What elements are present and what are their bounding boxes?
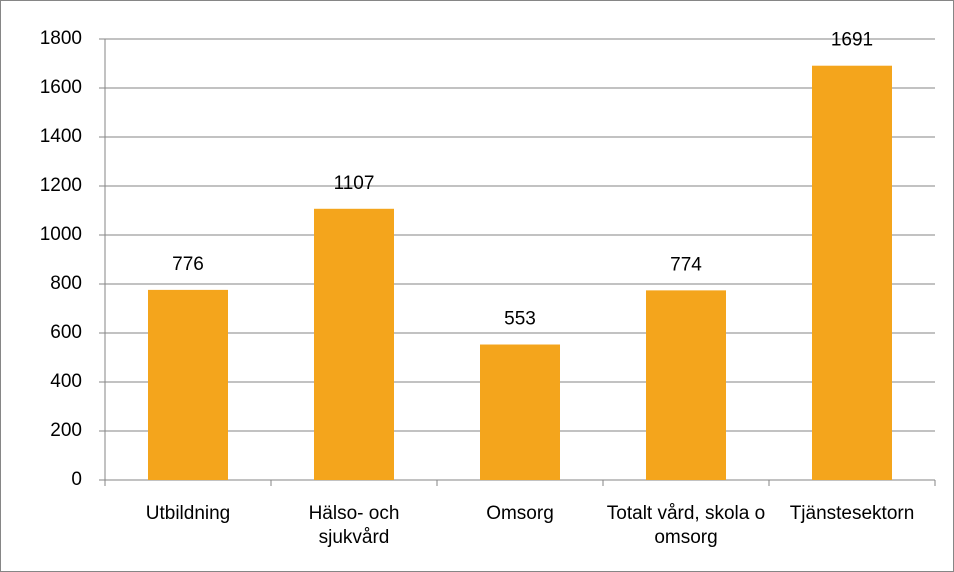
y-tick-label: 1600 <box>40 77 82 98</box>
value-label: 1107 <box>334 173 375 194</box>
bar <box>812 65 892 480</box>
x-label-box: Omsorg <box>486 503 554 524</box>
bar <box>314 208 394 480</box>
y-tick-label: 800 <box>50 273 82 294</box>
bar <box>646 290 726 480</box>
y-tick-label: 400 <box>50 371 82 392</box>
x-label-box: Utbildning <box>145 503 231 524</box>
x-tick-label: Omsorg <box>486 503 554 524</box>
x-label-box: Tjänstesektorn <box>789 503 915 524</box>
y-tick-label: 200 <box>50 420 82 441</box>
y-tick-label: 600 <box>50 322 82 343</box>
value-label: 1691 <box>831 30 873 51</box>
x-tick-label: Utbildning <box>145 503 231 524</box>
y-tick-label: 1200 <box>40 175 82 196</box>
y-tick-label: 1800 <box>40 28 82 49</box>
value-label: 776 <box>172 254 204 275</box>
value-label: 553 <box>504 309 536 330</box>
x-tick-label: Hälso- och sjukvård <box>308 503 400 548</box>
y-tick-label: 0 <box>71 469 82 490</box>
x-tick-label: Tjänstesektorn <box>789 503 915 524</box>
y-tick-label: 1000 <box>40 224 82 245</box>
bar <box>480 344 560 480</box>
bar <box>148 289 228 480</box>
y-tick-label: 1400 <box>40 126 82 147</box>
x-tick-label: Totalt vård, skola o omsorg <box>606 503 766 548</box>
x-label-box: Hälso- och sjukvård <box>308 503 400 548</box>
value-label: 774 <box>670 254 702 275</box>
x-label-box: Totalt vård, skola o omsorg <box>606 503 766 548</box>
